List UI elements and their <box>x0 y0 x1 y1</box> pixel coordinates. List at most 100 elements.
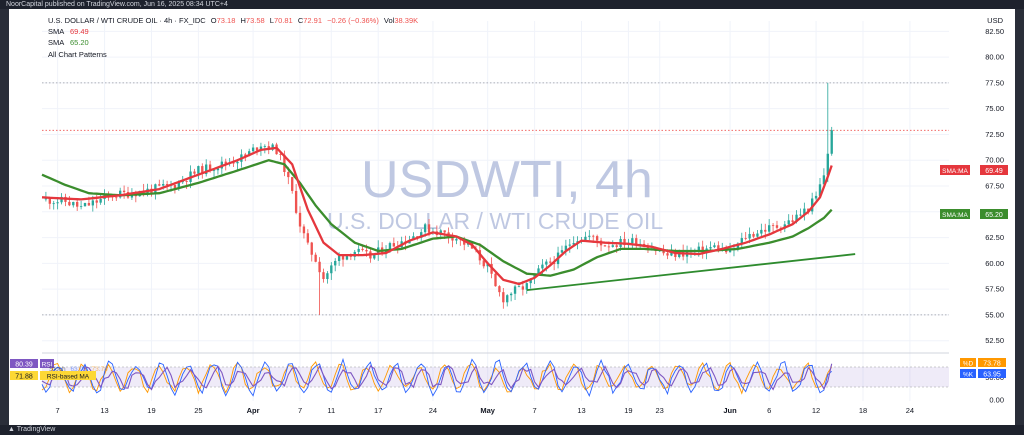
publish-header: NoorCapital published on TradingView.com… <box>0 0 1024 9</box>
stoch-k-value-bg <box>978 369 1006 378</box>
footer-brand: TradingView <box>16 426 56 433</box>
candle-body <box>506 295 509 303</box>
price-tick-label: 67.50 <box>985 182 1004 191</box>
rsi-label-tag: RSI <box>42 362 53 369</box>
stoch-d-tag: %D <box>963 361 974 368</box>
legend-sma-slow[interactable]: SMA 65.20 <box>48 38 89 47</box>
candle-body <box>322 272 325 280</box>
candle-body <box>584 236 587 241</box>
candle-body <box>302 226 306 234</box>
legend-chart-patterns[interactable]: All Chart Patterns <box>48 50 107 59</box>
legend-volume-value: 38.39K <box>394 16 418 25</box>
time-tick-label: 23 <box>656 406 664 415</box>
candle-body <box>760 229 763 234</box>
stoch-d-tag-bg <box>960 358 976 367</box>
candle-body <box>787 220 790 225</box>
candle-body <box>259 146 263 151</box>
candle-body <box>173 184 177 189</box>
stoch-k-tag: %K <box>963 372 974 379</box>
ascending-trendline[interactable] <box>526 253 856 292</box>
candle-body <box>427 224 431 233</box>
stoch-legend-d: 73.78 <box>92 366 109 373</box>
time-tick-label: Apr <box>247 406 260 415</box>
candle-body <box>568 244 571 246</box>
candle-body <box>545 261 548 265</box>
candle-body <box>611 245 614 247</box>
candle-body <box>560 250 564 253</box>
candle-body <box>365 249 368 252</box>
candle-body <box>709 247 712 249</box>
price-chart[interactable]: USDWTI, 4h U.S. DOLLAR / WTI CRUDE OIL U… <box>9 9 1015 425</box>
legend-sma-slow-value: 65.20 <box>70 38 89 47</box>
chart-panel[interactable]: USDWTI, 4h U.S. DOLLAR / WTI CRUDE OIL U… <box>9 9 1015 425</box>
candle-body <box>713 245 716 248</box>
sma-slow-badge-value-bg <box>980 209 1008 219</box>
candle-body <box>791 220 794 223</box>
candle-body <box>177 182 181 189</box>
candle-body <box>502 292 505 303</box>
candle-body <box>717 245 720 251</box>
candle-body <box>122 190 126 193</box>
sma-fast-line <box>41 146 833 286</box>
time-tick-label: 18 <box>859 406 867 415</box>
candle-body <box>373 253 376 259</box>
candle-body <box>740 238 743 244</box>
time-tick-label: 19 <box>624 406 632 415</box>
candle-body <box>185 181 188 183</box>
candle-body <box>771 225 775 227</box>
candle-body <box>330 265 333 274</box>
time-axis[interactable]: 7 13 19 25 Apr 7 11 17 24 May 7 13 19 23 Jun 6 12 18 24 <box>56 406 915 415</box>
candle-body <box>310 242 313 255</box>
candle-body <box>509 293 513 296</box>
legend-change: −0.26 (−0.36%) <box>327 16 379 25</box>
price-tick-label: 75.00 <box>985 104 1004 113</box>
legend-sma-fast[interactable]: SMA 69.49 <box>48 27 89 36</box>
candle-body <box>248 151 251 156</box>
rsi-ma-label-tag-bg <box>40 371 96 380</box>
candle-body <box>752 233 755 237</box>
candle-body <box>158 184 161 186</box>
oscillator-tick-label: 0.00 <box>989 396 1004 405</box>
candle-body <box>52 203 55 205</box>
candle-body <box>287 172 290 178</box>
price-axis[interactable]: 82.5080.0077.5075.0072.5070.0067.5065.00… <box>985 27 1004 345</box>
candle-body <box>60 196 63 203</box>
price-tick-label: 52.50 <box>985 336 1004 345</box>
legend-open-label: O <box>211 16 217 25</box>
candle-body <box>388 243 392 250</box>
candle-body <box>326 273 329 280</box>
candle-body <box>205 164 208 175</box>
candle-body <box>588 235 591 237</box>
candle-body <box>291 177 294 191</box>
candle-body <box>572 242 575 245</box>
candle-body <box>263 146 267 147</box>
legend-close-label: C <box>298 16 304 25</box>
sma-fast-badge-label-bg <box>940 165 970 175</box>
legend-sma-fast-label: SMA <box>48 27 64 36</box>
candle-body <box>564 245 568 251</box>
candle-body <box>306 233 310 243</box>
candle-body <box>357 248 360 252</box>
price-tick-label: 62.50 <box>985 233 1004 242</box>
legend-close-value: 72.91 <box>303 16 322 25</box>
rsi-label-tag-bg <box>40 359 54 368</box>
candle-body <box>795 214 798 223</box>
tradingview-footer: ▲ TradingView <box>0 425 1024 435</box>
candle-body <box>334 260 337 266</box>
time-tick-label: 12 <box>812 406 820 415</box>
time-tick-label: 17 <box>374 406 382 415</box>
price-tick-label: 57.50 <box>985 285 1004 294</box>
candle-body <box>91 200 94 206</box>
candle-body <box>115 197 118 199</box>
candle-body <box>212 170 216 172</box>
price-tick-label: 82.50 <box>985 27 1004 36</box>
candle-body <box>87 202 91 206</box>
candle-body <box>420 232 423 238</box>
candle-body <box>181 181 184 183</box>
candle-body <box>193 171 196 174</box>
sma-fast-badge-label: SMA:MA <box>942 168 968 175</box>
candle-body <box>455 238 458 241</box>
candle-body <box>251 147 255 152</box>
time-tick-label: May <box>480 406 495 415</box>
candle-body <box>623 238 626 246</box>
